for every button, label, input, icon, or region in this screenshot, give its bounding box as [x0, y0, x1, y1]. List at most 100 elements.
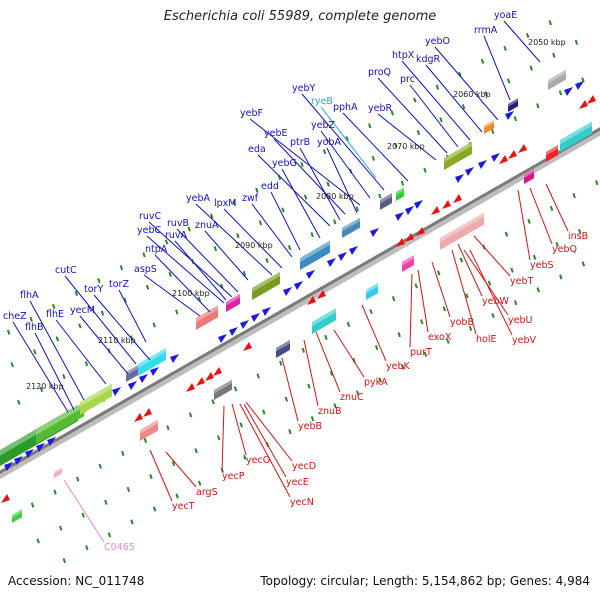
backbone-shadow	[0, 129, 600, 480]
gene-label-yebW: yebW	[482, 296, 509, 307]
tick-mark	[256, 373, 260, 379]
gene-label-flhE: flhE	[46, 309, 64, 320]
tick-mark	[119, 265, 124, 271]
tick-mark	[17, 399, 21, 405]
tick-mark	[416, 129, 421, 136]
reverse-gene-arrow	[416, 227, 425, 236]
leader-line	[417, 269, 429, 333]
kbp-marker-label: 2110 kbp	[98, 336, 136, 345]
gene-label-holE: holE	[476, 334, 496, 345]
tick-mark	[390, 110, 394, 116]
tick-mark	[369, 309, 373, 315]
tick-mark	[442, 306, 447, 312]
tick-mark	[81, 512, 85, 518]
leader-line	[195, 203, 273, 276]
tick-mark	[232, 200, 236, 206]
backbone-layer	[0, 127, 600, 480]
kbp-marker-label: 2120 kbp	[26, 382, 64, 391]
tick-mark	[233, 386, 238, 392]
tick-mark	[30, 502, 35, 508]
gene-label-yebG: yebG	[272, 158, 297, 169]
leader-line	[469, 249, 513, 336]
tick-mark	[548, 20, 552, 26]
tick-mark	[446, 338, 450, 344]
gene-label-yebC: yebC	[137, 225, 161, 236]
forward-gene-arrow	[414, 200, 423, 209]
reverse-gene-arrow	[213, 367, 222, 376]
forward-gene-arrow	[465, 167, 474, 176]
gene-label-znuB: znuB	[318, 406, 342, 417]
leader-line	[342, 112, 409, 182]
leader-line	[146, 235, 225, 304]
leader-line	[320, 106, 377, 179]
gene-label-yebB: yebB	[298, 421, 322, 432]
kbp-marker-label: 2090 kbp	[235, 241, 273, 250]
tick-mark	[329, 370, 334, 376]
tick-mark	[303, 194, 308, 200]
forward-gene-arrow	[218, 334, 227, 343]
tick-mark	[491, 312, 495, 319]
tick-mark	[194, 448, 198, 454]
tick-mark	[536, 287, 540, 293]
leader-line	[299, 147, 341, 221]
gene-block-blue	[342, 217, 360, 238]
reverse-gene-arrow	[431, 206, 440, 215]
tick-mark	[491, 128, 495, 135]
gene-label-yebZ: yebZ	[311, 120, 335, 131]
tick-mark	[310, 416, 315, 422]
gene-label-htpX: htpX	[392, 50, 415, 61]
forward-gene-arrow	[47, 437, 56, 446]
leader-line	[409, 84, 459, 148]
tick-mark	[391, 296, 396, 302]
forward-gene-arrow	[575, 81, 584, 90]
tick-mark	[197, 296, 202, 302]
tick-mark	[355, 206, 359, 212]
gene-block-cyan3	[366, 283, 378, 300]
tick-mark	[10, 362, 14, 368]
leader-line	[451, 249, 477, 335]
leader-line	[517, 189, 531, 261]
gene-label-yecE: yecE	[286, 477, 309, 488]
gene-block-slate	[126, 365, 138, 382]
forward-gene-arrow	[229, 327, 238, 336]
gene-label-ptrB: ptrB	[290, 137, 310, 148]
map-title: Escherichia coli 55989, complete genome	[163, 9, 437, 24]
genome-summary: Topology: circular; Length: 5,154,862 bp…	[260, 574, 590, 588]
leader-line	[93, 294, 151, 361]
gene-label-yebS: yebS	[530, 260, 554, 271]
tick-mark	[346, 321, 351, 328]
gene-block-magenta	[226, 293, 240, 312]
tick-mark	[578, 228, 582, 235]
tick-mark	[145, 284, 150, 290]
gene-label-prc: prc	[400, 74, 415, 85]
tick-mark	[265, 257, 269, 264]
tick-mark	[465, 293, 469, 299]
tick-mark	[506, 78, 511, 84]
gene-label-yebF: yebF	[240, 108, 263, 119]
reverse-gene-arrow	[518, 144, 527, 153]
kbp-marker-label: 2080 kbp	[316, 192, 354, 201]
tick-mark	[423, 167, 427, 173]
tick-mark	[75, 476, 80, 482]
reverse-gene-arrow	[508, 150, 517, 159]
leader-line	[29, 300, 85, 401]
gene-block-pseudo	[54, 467, 62, 478]
gene-label-yecO: yecO	[246, 455, 270, 466]
leader-line	[176, 228, 239, 293]
kbp-marker-label: 2050 kbp	[528, 38, 566, 47]
tick-mark	[58, 525, 63, 531]
gene-label-yecD: yecD	[292, 461, 316, 472]
tick-mark	[197, 480, 202, 486]
gene-block-green3	[12, 509, 22, 523]
reverse-gene-arrow	[587, 95, 596, 104]
gene-label-kdgR: kdgR	[416, 54, 441, 65]
tick-mark	[121, 450, 125, 457]
tick-mark	[281, 207, 285, 213]
tick-mark	[378, 193, 382, 199]
leader-line	[333, 329, 365, 378]
leader-line	[281, 168, 321, 239]
tick-mark	[555, 241, 559, 247]
tick-mark	[300, 161, 304, 168]
kbp-marker-label: 2100 kbp	[172, 289, 210, 298]
gene-block-lightgreen	[80, 383, 112, 415]
